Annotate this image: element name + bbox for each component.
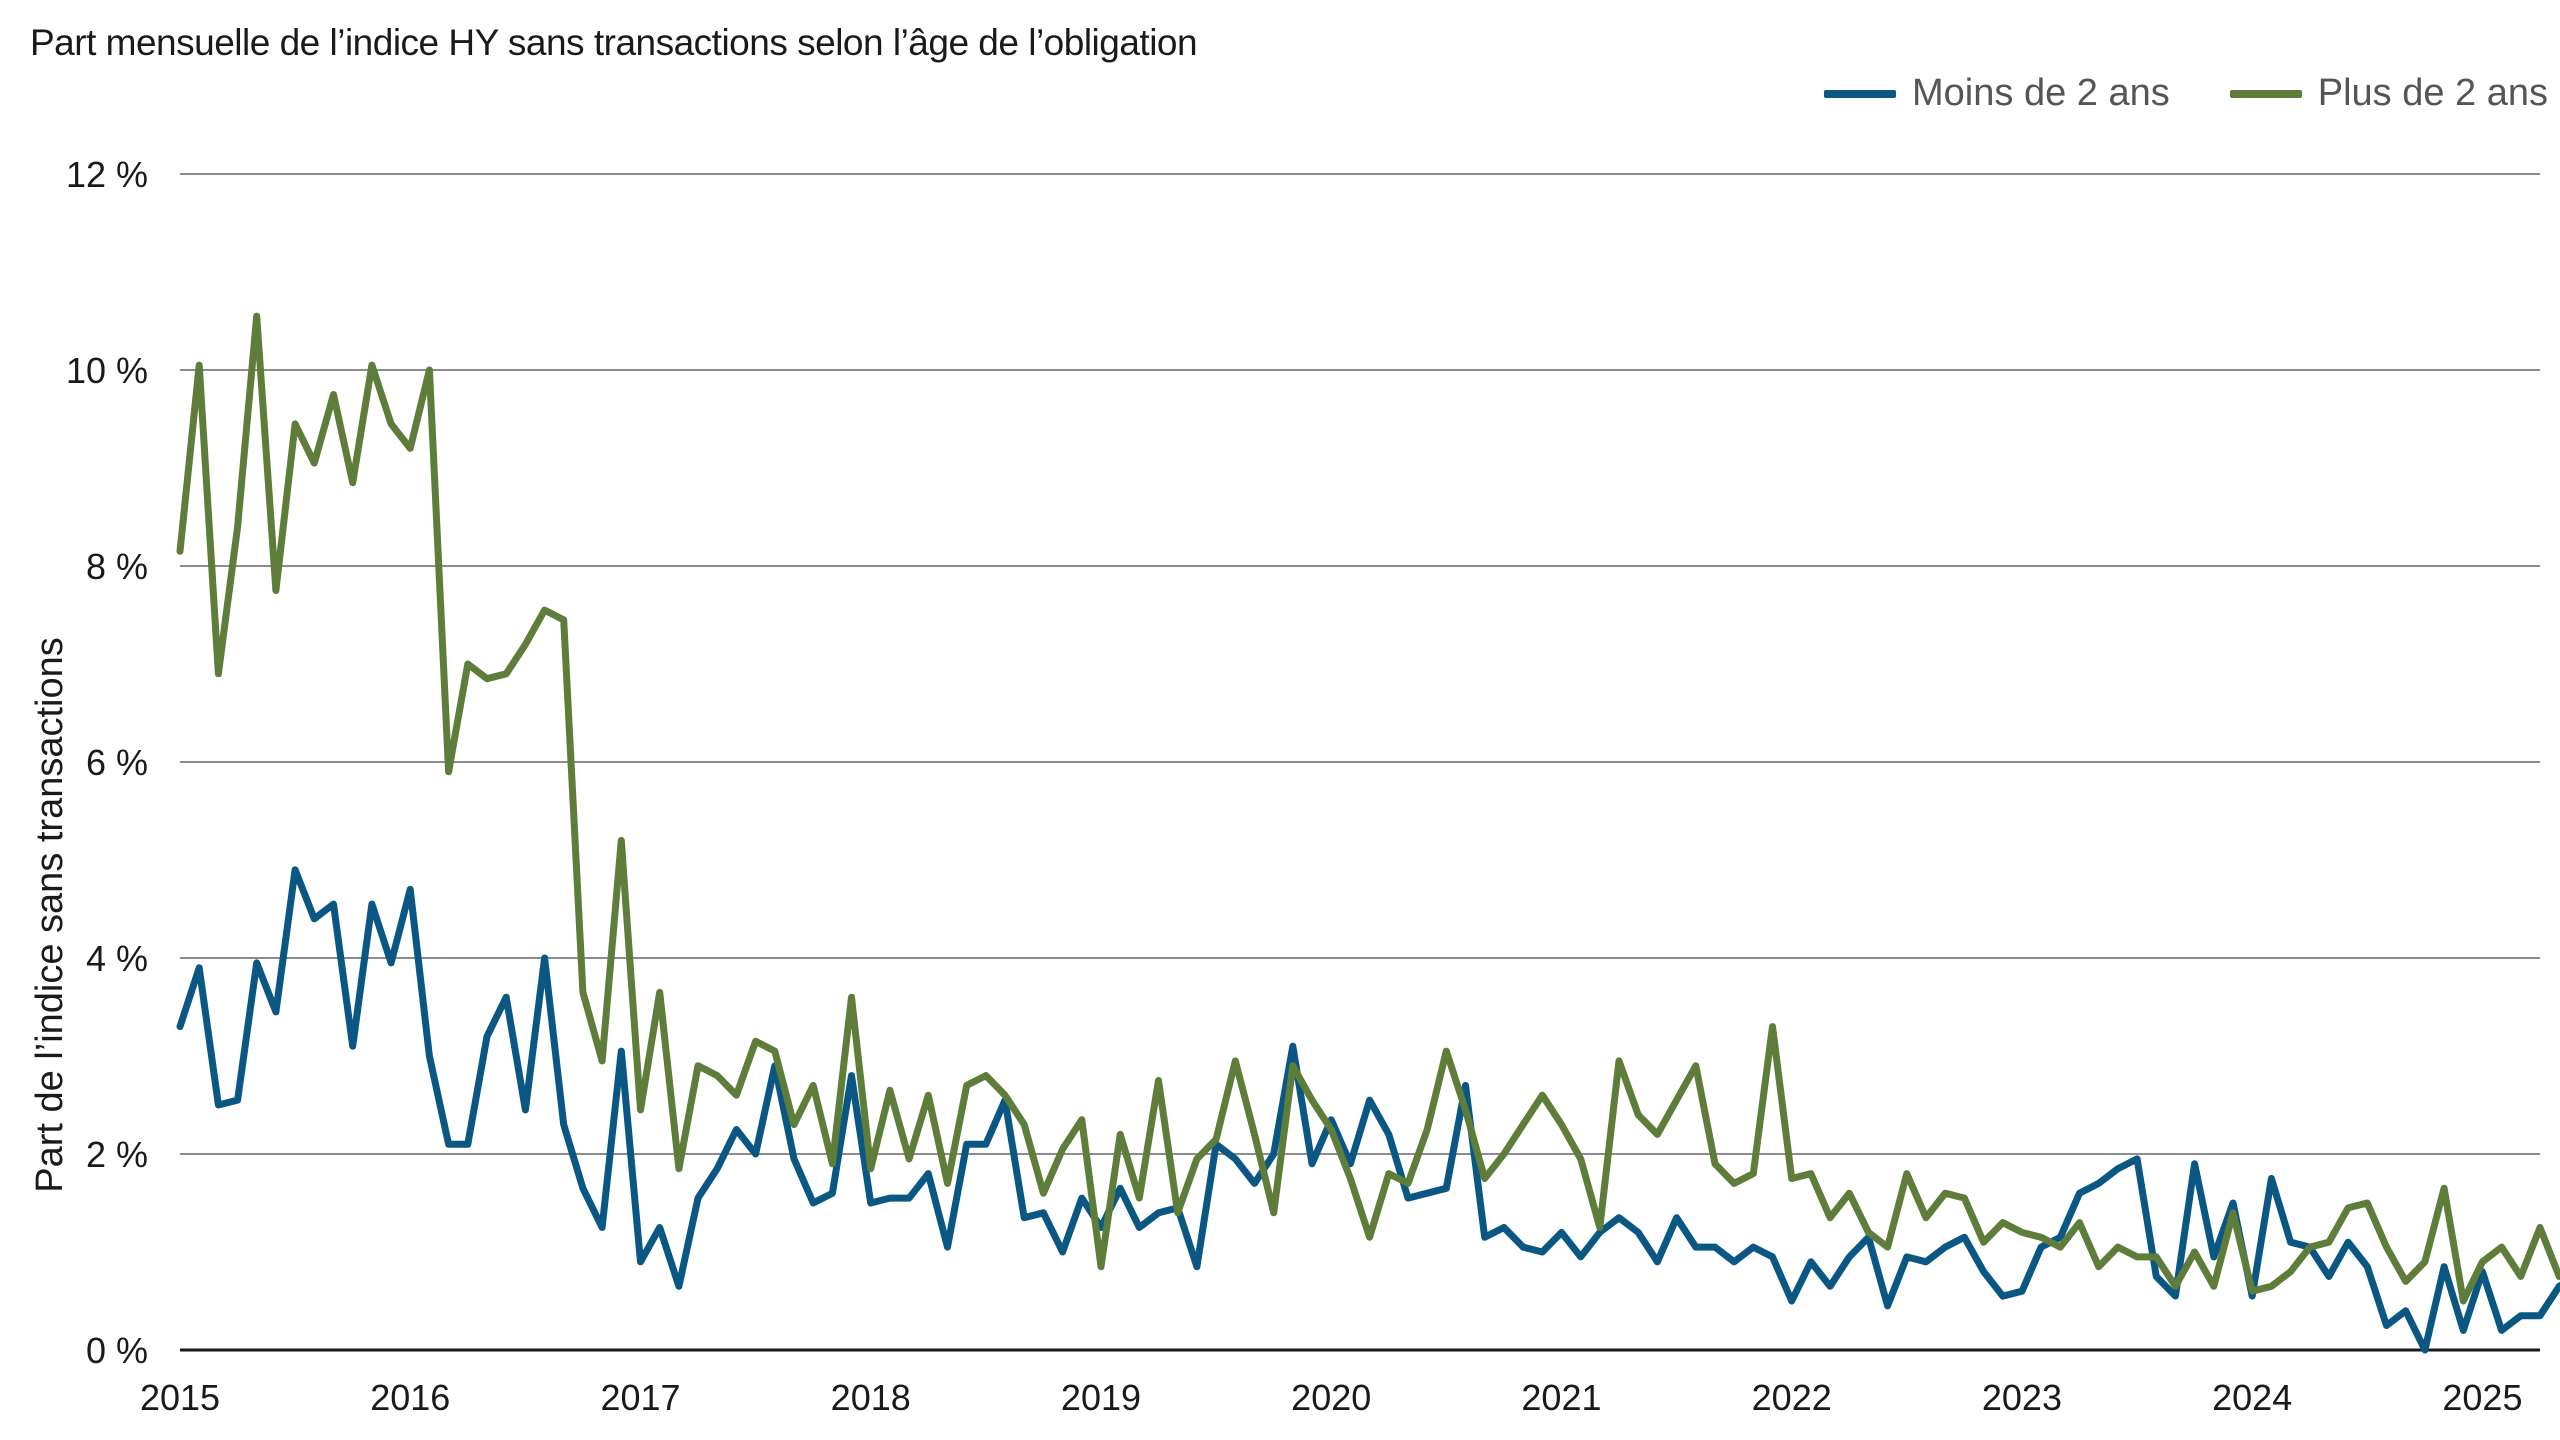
legend-item-series-2: Plus de 2 ans: [2229, 72, 2548, 115]
x-tick-label: 2015: [140, 1377, 220, 1418]
legend-swatch-series-2: [2229, 89, 2302, 98]
legend-swatch-series-1: [1824, 89, 1897, 98]
series-line-1: [176, 866, 2560, 1354]
chart-legend: Moins de 2 ans Plus de 2 ans: [1824, 72, 2548, 115]
chart-title: Part mensuelle de l’indice HY sans trans…: [30, 22, 1198, 63]
y-tick-label: 4 %: [86, 938, 148, 979]
y-tick-label: 12 %: [66, 154, 148, 195]
x-tick-label: 2019: [1061, 1377, 1141, 1418]
legend-item-series-1: Moins de 2 ans: [1824, 72, 2170, 115]
y-axis-ticks: 0 % 2 % 4 % 6 % 8 % 10 % 12 %: [66, 154, 148, 1371]
x-axis-ticks: 2015 2016 2017 2018 2019 2020 2021 2022 2023 2024…: [140, 1377, 2523, 1418]
x-tick-label: 2025: [2442, 1377, 2522, 1418]
y-tick-label: 10 %: [66, 350, 148, 391]
y-tick-label: 8 %: [86, 546, 148, 587]
grid-lines: [180, 173, 2540, 1352]
x-tick-label: 2021: [1521, 1377, 1601, 1418]
y-tick-label: 2 %: [86, 1134, 148, 1175]
x-tick-label: 2022: [1752, 1377, 1832, 1418]
x-tick-label: 2016: [370, 1377, 450, 1418]
x-tick-label: 2017: [600, 1377, 680, 1418]
y-axis-label: Part de l’indice sans transactions: [29, 637, 71, 1193]
legend-label-series-1: Moins de 2 ans: [1912, 72, 2170, 114]
x-tick-label: 2023: [1982, 1377, 2062, 1418]
x-tick-label: 2020: [1291, 1377, 1371, 1418]
y-tick-label: 0 %: [86, 1330, 148, 1371]
legend-label-series-2: Plus de 2 ans: [2317, 72, 2548, 114]
x-tick-label: 2018: [831, 1377, 911, 1418]
series-line-2: [176, 312, 2560, 1305]
y-tick-label: 6 %: [86, 742, 148, 783]
series-lines: [176, 312, 2560, 1354]
x-tick-label: 2024: [2212, 1377, 2292, 1418]
